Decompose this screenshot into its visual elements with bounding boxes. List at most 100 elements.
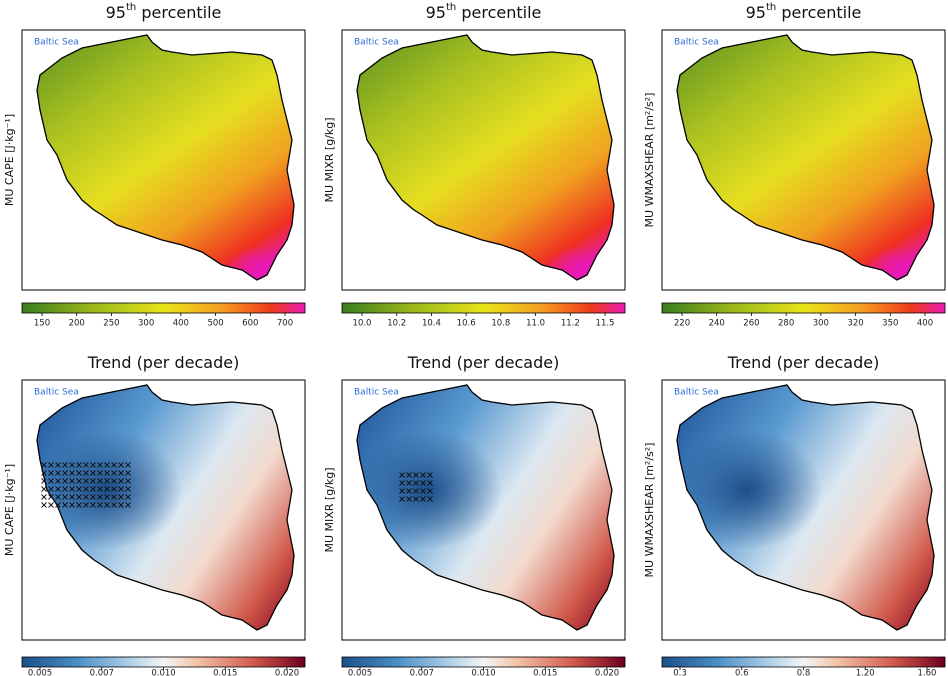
significance-cross	[76, 502, 82, 508]
colorbar-tick-label: 0.6	[735, 669, 749, 676]
colorbar-tick-label: 400	[173, 319, 189, 329]
significance-cross	[427, 472, 433, 478]
significance-cross	[55, 470, 61, 476]
significance-cross	[125, 502, 131, 508]
significance-cross	[111, 470, 117, 476]
significance-cross	[90, 470, 96, 476]
significance-cross	[83, 502, 89, 508]
y-axis-label: MU MIXR [g/kg]	[323, 117, 336, 202]
significance-cross	[104, 478, 110, 484]
colorbar-tick-label: 0.005	[28, 669, 52, 676]
significance-cross	[41, 494, 47, 500]
significance-cross	[83, 494, 89, 500]
colorbar-tick-label: 10.4	[422, 319, 441, 329]
title-text: Trend (per decade)	[727, 353, 880, 372]
title-text: 95	[426, 3, 446, 22]
significance-cross	[406, 496, 412, 502]
significance-cross	[41, 486, 47, 492]
significance-cross	[62, 462, 68, 468]
significance-cross	[69, 470, 75, 476]
significance-cross	[69, 462, 75, 468]
colorbar-tick-label: 250	[103, 319, 119, 329]
significance-cross	[413, 496, 419, 502]
map: Baltic Sea	[21, 379, 306, 641]
map: Baltic Sea	[661, 29, 946, 291]
map: Baltic Sea	[341, 29, 626, 291]
significance-cross	[125, 462, 131, 468]
field-low	[357, 430, 502, 550]
significance-cross	[406, 488, 412, 494]
significance-cross	[104, 502, 110, 508]
significance-cross	[55, 486, 61, 492]
colorbar	[21, 656, 306, 668]
y-axis-label: MU CAPE [J·kg⁻¹]	[3, 114, 16, 206]
significance-cross	[420, 472, 426, 478]
significance-cross	[55, 494, 61, 500]
colorbar-tick-label: 11.0	[526, 319, 545, 329]
significance-cross	[111, 462, 117, 468]
significance-cross	[55, 478, 61, 484]
colorbar-tick-label: 500	[207, 319, 223, 329]
y-axis-label: MU WMAXSHEAR [m²/s²]	[643, 443, 656, 578]
colorbar	[341, 656, 626, 668]
significance-cross	[104, 470, 110, 476]
sea-label: Baltic Sea	[674, 38, 719, 48]
significance-cross	[399, 488, 405, 494]
y-axis-label: MU MIXR [g/kg]	[323, 467, 336, 552]
panel-title: 95th percentile	[746, 2, 862, 22]
significance-cross	[41, 462, 47, 468]
significance-cross	[48, 478, 54, 484]
significance-cross	[420, 480, 426, 486]
colorbar-tick-label: 320	[847, 319, 863, 329]
map-panel: 95th percentile MU MIXR [g/kg] Baltic Sea 1…	[323, 2, 626, 329]
colorbar-tick-label: 0.010	[471, 669, 495, 676]
colorbar-tick-label: 300	[813, 319, 829, 329]
significance-cross	[90, 486, 96, 492]
title-superscript: th	[766, 2, 776, 13]
significance-cross	[427, 488, 433, 494]
significance-cross	[76, 470, 82, 476]
map-panel: 95th percentile MU WMAXSHEAR [m²/s²] Balti…	[643, 2, 946, 329]
colorbar-tick-label: 0.015	[213, 669, 237, 676]
title-text: percentile	[776, 3, 861, 22]
significance-cross	[118, 486, 124, 492]
significance-cross	[97, 478, 103, 484]
sea-label: Baltic Sea	[674, 388, 719, 398]
significance-cross	[111, 486, 117, 492]
significance-cross	[111, 478, 117, 484]
significance-cross	[413, 488, 419, 494]
significance-cross	[420, 496, 426, 502]
colorbar-tick-label: 220	[674, 319, 690, 329]
colorbar-tick-label: 0.8	[797, 669, 811, 676]
significance-cross	[399, 496, 405, 502]
significance-cross	[406, 480, 412, 486]
significance-cross	[62, 486, 68, 492]
significance-cross	[48, 502, 54, 508]
significance-cross	[69, 502, 75, 508]
significance-cross	[41, 502, 47, 508]
field-low	[677, 430, 822, 550]
title-text: 95	[106, 3, 126, 22]
title-text: Trend (per decade)	[407, 353, 560, 372]
colorbar	[21, 302, 306, 314]
colorbar-tick-label: 0.005	[348, 669, 372, 676]
colorbar-tick-label: 350	[882, 319, 898, 329]
colorbar-tick-label: 700	[277, 319, 293, 329]
title-superscript: th	[126, 2, 136, 13]
y-axis-label: MU CAPE [J·kg⁻¹]	[3, 464, 16, 556]
panel-title: 95th percentile	[106, 2, 222, 22]
colorbar-tick-label: 600	[242, 319, 258, 329]
colorbar-tick-label: 260	[743, 319, 759, 329]
colorbar-tick-label: 280	[778, 319, 794, 329]
map-panel: Trend (per decade) MU MIXR [g/kg] Baltic S…	[323, 353, 626, 676]
significance-cross	[62, 470, 68, 476]
y-axis-label: MU WMAXSHEAR [m²/s²]	[643, 93, 656, 228]
significance-cross	[125, 470, 131, 476]
significance-cross	[83, 478, 89, 484]
significance-cross	[76, 478, 82, 484]
map: Baltic Sea	[21, 29, 306, 291]
colorbar-tick-label: 1.60	[918, 669, 937, 676]
significance-cross	[62, 502, 68, 508]
map: Baltic Sea	[661, 379, 946, 641]
